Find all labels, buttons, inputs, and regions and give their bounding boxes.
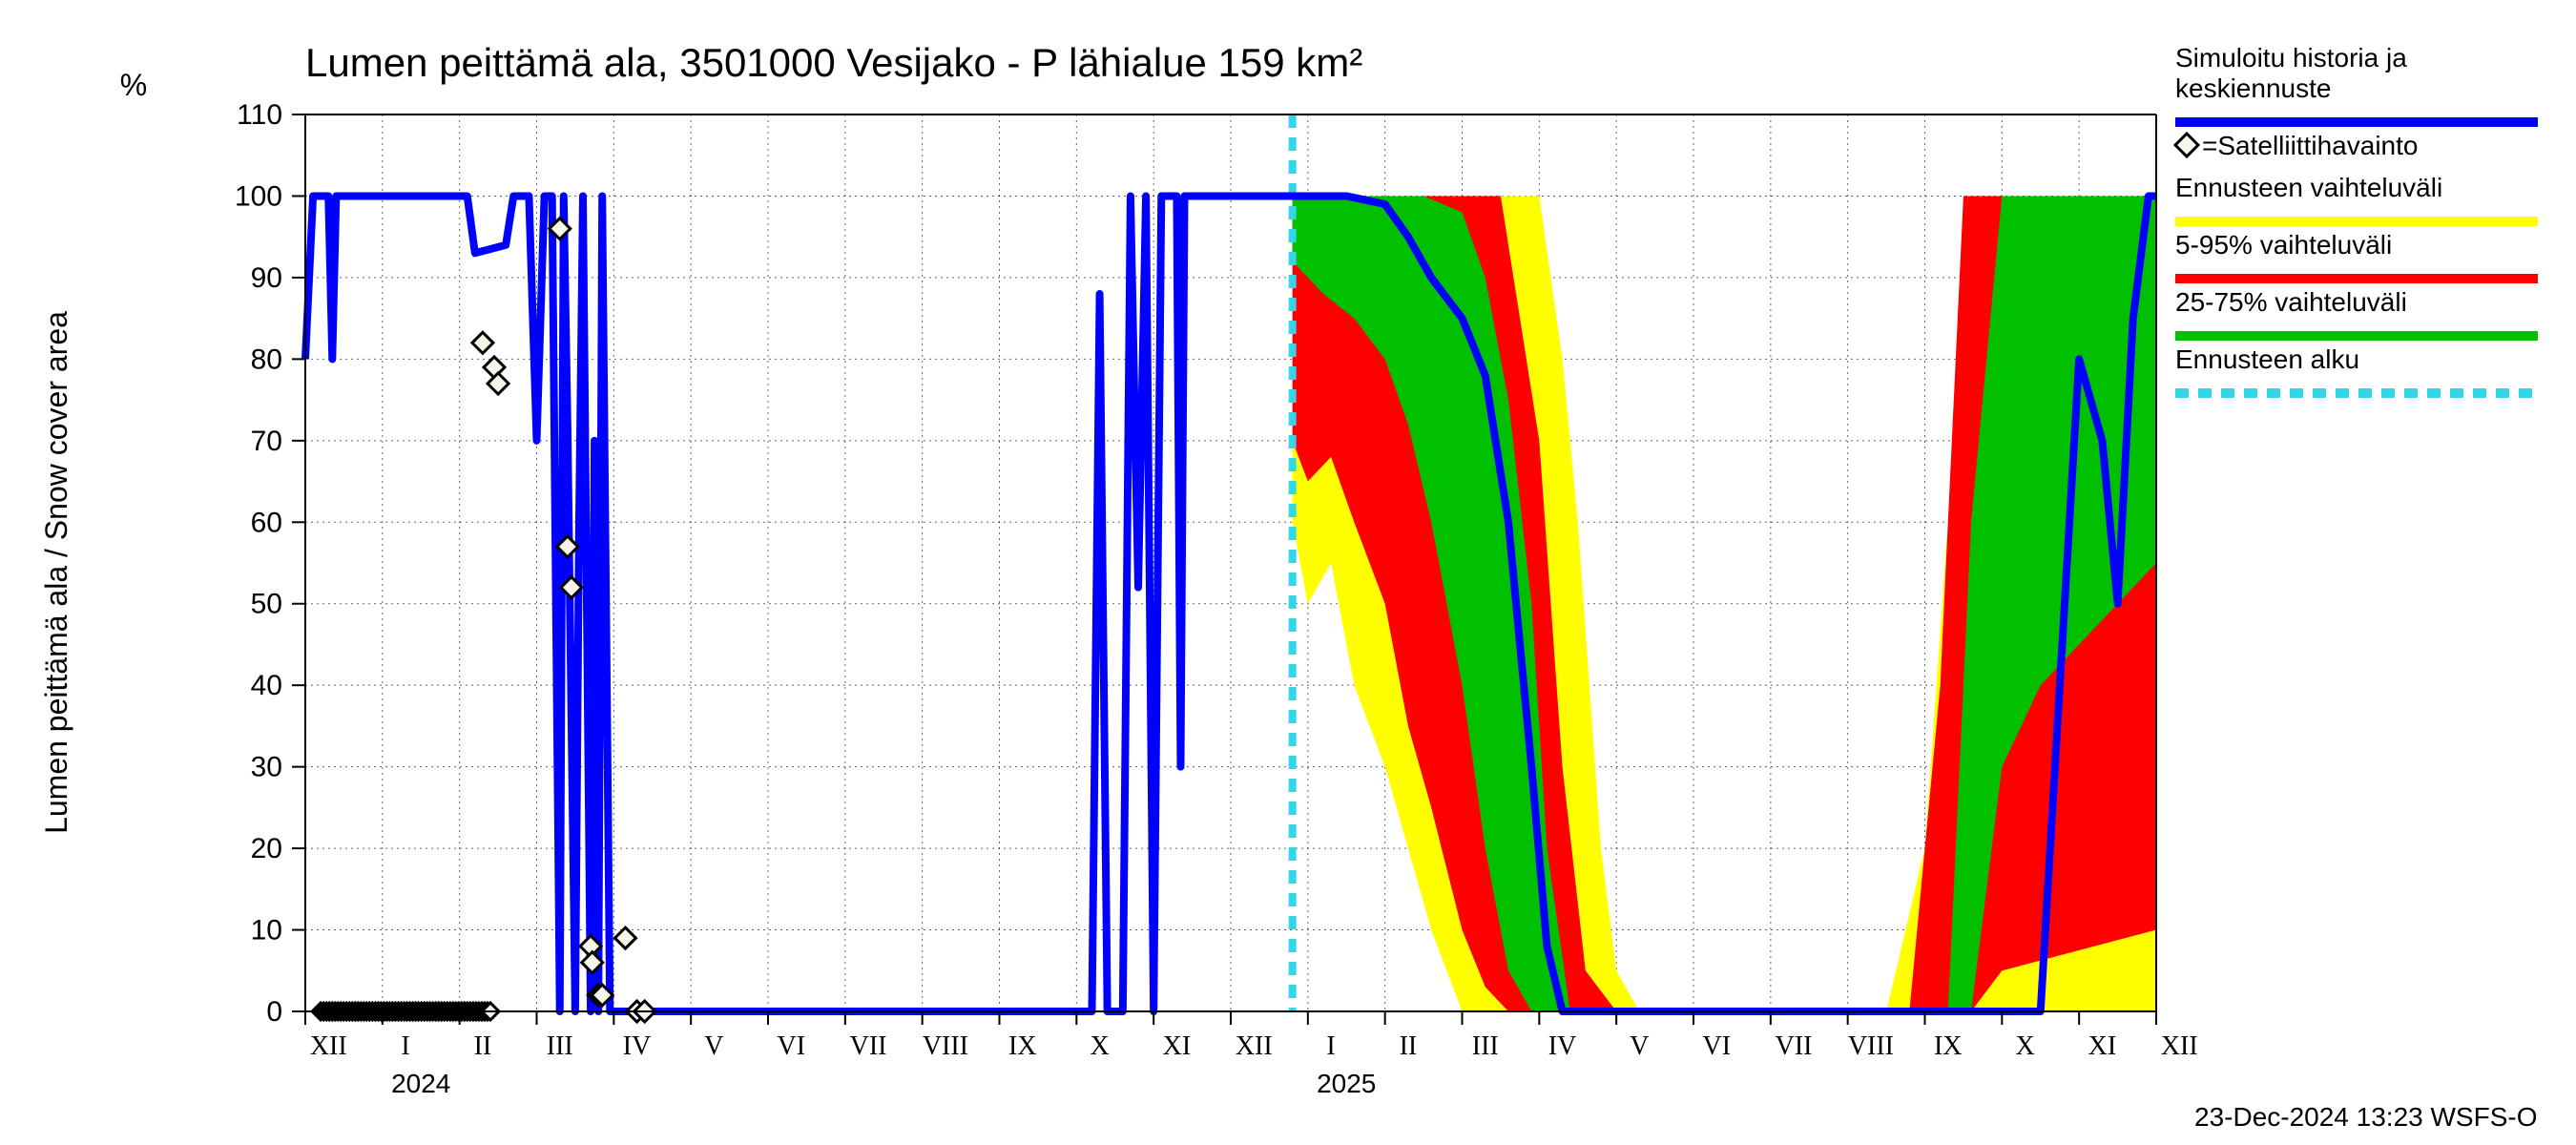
svg-text:XII: XII (310, 1031, 347, 1061)
svg-text:90: 90 (251, 262, 282, 294)
svg-text:40: 40 (251, 670, 282, 701)
svg-text:X: X (2015, 1031, 2034, 1061)
svg-text:5-95% vaihteluväli: 5-95% vaihteluväli (2175, 230, 2392, 260)
svg-text:VIII: VIII (923, 1031, 968, 1061)
svg-text:VII: VII (1776, 1031, 1813, 1061)
svg-text:VI: VI (777, 1031, 805, 1061)
svg-text:III: III (547, 1031, 573, 1061)
svg-text:25-75% vaihteluväli: 25-75% vaihteluväli (2175, 287, 2407, 317)
svg-text:VII: VII (850, 1031, 887, 1061)
svg-text:I: I (401, 1031, 409, 1061)
chart-title: Lumen peittämä ala, 3501000 Vesijako - P… (305, 40, 1362, 85)
svg-text:X: X (1090, 1031, 1109, 1061)
svg-text:50: 50 (251, 589, 282, 620)
svg-text:=Satelliittihavainto: =Satelliittihavainto (2202, 131, 2418, 160)
svg-text:0: 0 (266, 996, 282, 1028)
svg-text:70: 70 (251, 426, 282, 457)
svg-text:100: 100 (235, 180, 282, 212)
svg-text:XII: XII (2161, 1031, 2198, 1061)
svg-text:30: 30 (251, 752, 282, 783)
svg-text:IV: IV (1548, 1031, 1577, 1061)
svg-text:XI: XI (1163, 1031, 1192, 1061)
y-tick-labels: 0 10 20 30 40 50 60 70 80 90 100 110 (235, 99, 282, 1028)
svg-text:V: V (1630, 1031, 1649, 1061)
x-tick-labels: XIIIIIIIIIVVVIVIIVIIIIXXXIXIIIIIIIIIVVVI… (310, 1031, 2198, 1098)
svg-text:IV: IV (623, 1031, 652, 1061)
svg-text:2024: 2024 (391, 1069, 450, 1098)
svg-text:IX: IX (1934, 1031, 1963, 1061)
svg-text:II: II (1400, 1031, 1418, 1061)
svg-text:10: 10 (251, 915, 282, 947)
svg-text:Simuloitu historia ja: Simuloitu historia ja (2175, 43, 2407, 73)
svg-text:80: 80 (251, 344, 282, 375)
forecast-bands (1293, 196, 2156, 1011)
y-axis-unit: % (120, 68, 147, 102)
svg-text:20: 20 (251, 833, 282, 864)
svg-text:VIII: VIII (1848, 1031, 1894, 1061)
svg-text:Ennusteen vaihteluväli: Ennusteen vaihteluväli (2175, 173, 2442, 202)
svg-text:IX: IX (1008, 1031, 1037, 1061)
y-axis-label: Lumen peittämä ala / Snow cover area (39, 311, 73, 834)
footer-timestamp: 23-Dec-2024 13:23 WSFS-O (2194, 1102, 2538, 1132)
legend: Simuloitu historia jakeskiennuste =Satell… (2175, 43, 2538, 393)
svg-text:keskiennuste: keskiennuste (2175, 73, 2331, 103)
svg-text:VI: VI (1702, 1031, 1731, 1061)
svg-text:I: I (1326, 1031, 1335, 1061)
svg-text:2025: 2025 (1317, 1069, 1376, 1098)
snow-cover-chart: Lumen peittämä ala, 3501000 Vesijako - P… (0, 0, 2576, 1145)
svg-text:V: V (704, 1031, 723, 1061)
svg-text:XI: XI (2088, 1031, 2117, 1061)
svg-text:60: 60 (251, 507, 282, 538)
svg-text:II: II (474, 1031, 492, 1061)
svg-text:Ennusteen alku: Ennusteen alku (2175, 344, 2359, 374)
svg-text:III: III (1472, 1031, 1499, 1061)
svg-text:110: 110 (237, 99, 282, 131)
svg-text:XII: XII (1236, 1031, 1273, 1061)
